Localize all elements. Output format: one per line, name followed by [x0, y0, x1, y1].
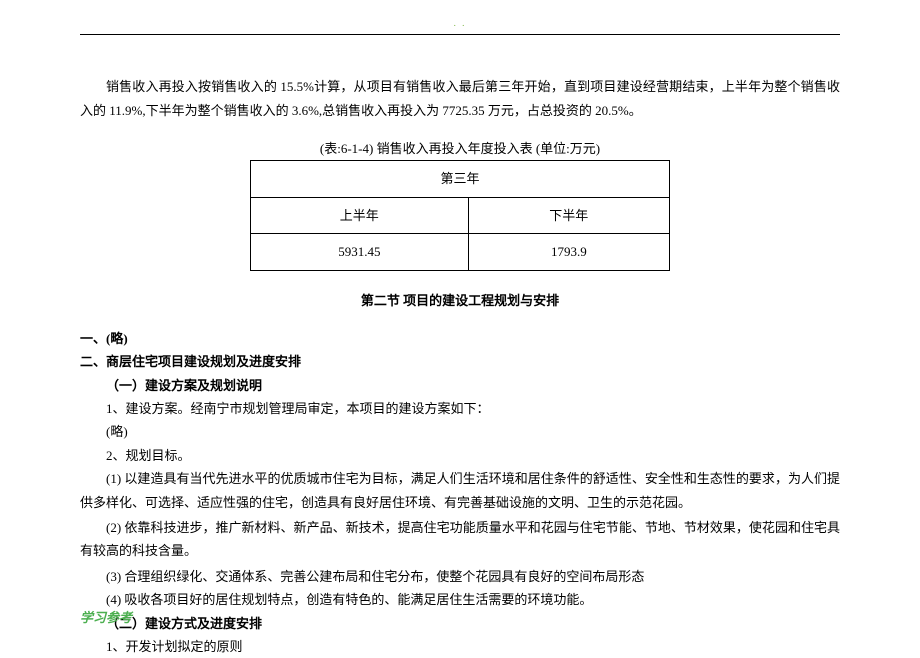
- heading-one: 一、(略): [80, 327, 840, 350]
- col-first-half: 上半年: [251, 197, 469, 233]
- table-caption: (表:6-1-4) 销售收入再投入年度投入表 (单位:万元): [80, 137, 840, 160]
- table-row: 第三年: [251, 161, 670, 197]
- subheading-two: （二）建设方式及进度安排: [80, 612, 840, 635]
- table-row: 5931.45 1793.9: [251, 234, 670, 270]
- val-second-half: 1793.9: [468, 234, 669, 270]
- header-rule: [80, 34, 840, 35]
- item-2-1: (1) 以建造具有当代先进水平的优质城市住宅为目标，满足人们生活环境和居住条件的…: [80, 467, 840, 514]
- item-1-omit: (略): [80, 420, 840, 443]
- item-1: 1、建设方案。经南宁市规划管理局审定，本项目的建设方案如下：: [80, 397, 840, 420]
- footer-watermark: 学习参考: [80, 606, 132, 629]
- subheading-one: （一）建设方案及规划说明: [80, 374, 840, 397]
- heading-two: 二、商层住宅项目建设规划及进度安排: [80, 350, 840, 373]
- header-dots: . .: [80, 15, 840, 31]
- section-title: 第二节 项目的建设工程规划与安排: [80, 289, 840, 312]
- item-3: 1、开发计划拟定的原则: [80, 635, 840, 658]
- item-2: 2、规划目标。: [80, 444, 840, 467]
- item-2-3: (3) 合理组织绿化、交通体系、完善公建布局和住宅分布，使整个花园具有良好的空间…: [80, 565, 840, 588]
- col-second-half: 下半年: [468, 197, 669, 233]
- reinvest-table: 第三年 上半年 下半年 5931.45 1793.9: [250, 160, 670, 270]
- item-2-4: (4) 吸收各项目好的居住规划特点，创造有特色的、能满足居住生活需要的环境功能。: [80, 588, 840, 611]
- table-row: 上半年 下半年: [251, 197, 670, 233]
- val-first-half: 5931.45: [251, 234, 469, 270]
- year-header: 第三年: [251, 161, 670, 197]
- item-2-2: (2) 依靠科技进步，推广新材料、新产品、新技术，提高住宅功能质量水平和花园与住…: [80, 516, 840, 563]
- intro-paragraph: 销售收入再投入按销售收入的 15.5%计算，从项目有销售收入最后第三年开始，直到…: [80, 75, 840, 122]
